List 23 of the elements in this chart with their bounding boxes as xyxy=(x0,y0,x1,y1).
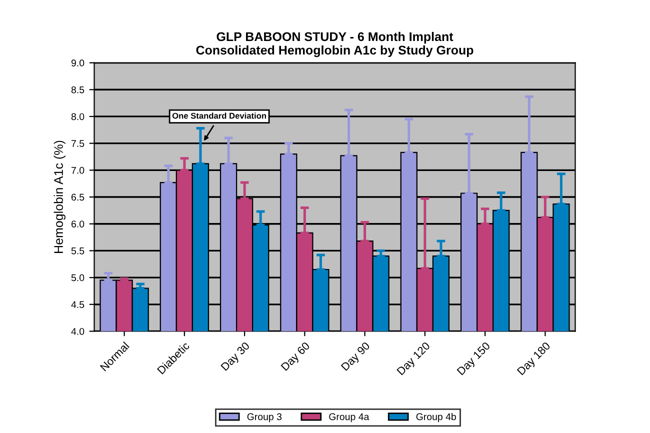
x-tick-label: Day 90 xyxy=(340,341,372,373)
y-tick-label: 9.0 xyxy=(71,60,84,66)
y-tick-label: 7.5 xyxy=(72,140,84,147)
legend-label: Group 4b xyxy=(416,413,456,422)
x-tick-label: Day 120 xyxy=(396,341,432,377)
x-tick-label: Day 60 xyxy=(280,341,312,373)
y-tick-label: 4.5 xyxy=(71,301,84,308)
annotation: One Standard Deviation xyxy=(172,112,266,119)
legend-label: Group 4a xyxy=(329,413,370,422)
y-axis-title: Hemoglobin A1c (%) xyxy=(54,140,66,253)
x-tick-label: Day 150 xyxy=(456,341,492,377)
y-tick-label: 4.0 xyxy=(71,328,84,335)
legend-label: Group 3 xyxy=(247,413,282,422)
y-tick-label: 7.0 xyxy=(72,166,84,174)
y-tick-label: 5.5 xyxy=(71,248,84,254)
x-tick-label: Day 180 xyxy=(516,341,552,377)
y-tick-label: 6.5 xyxy=(72,194,84,201)
x-tick-label: Day 30 xyxy=(220,341,252,373)
y-tick-label: 6.0 xyxy=(72,220,84,228)
y-tick-label: 8.0 xyxy=(71,113,84,120)
y-tick-label: 8.5 xyxy=(71,86,84,94)
y-tick-label: 5.0 xyxy=(71,274,84,282)
chart-title: GLP BABOON STUDY - 6 Month Implant Consolidated Hemoglobin A1c by Study Group xyxy=(196,32,474,58)
